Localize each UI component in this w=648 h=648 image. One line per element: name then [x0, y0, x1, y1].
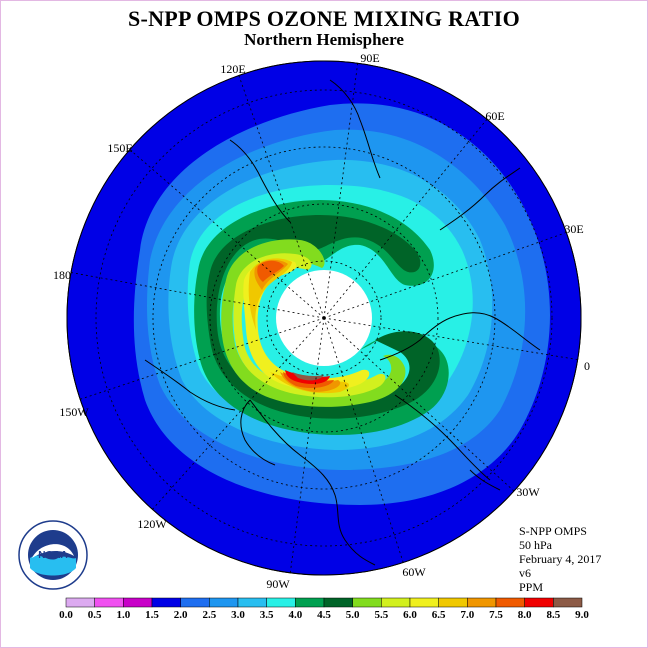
- lon-label-120w: 120W: [137, 517, 167, 531]
- lon-label-150e: 150E: [107, 141, 132, 155]
- colorbar-swatch: [266, 597, 296, 608]
- lon-label-0: 0: [584, 359, 590, 373]
- lon-label-60e: 60E: [485, 109, 504, 123]
- map-border: [66, 60, 582, 576]
- lon-label-30e: 30E: [564, 222, 583, 236]
- colorbar-tick-label: 7.0: [460, 609, 474, 621]
- colorbar-tick-label: 2.5: [202, 609, 216, 621]
- colorbar-tick-label: 1.5: [145, 609, 159, 621]
- contour-8.0: [257, 260, 334, 388]
- lon-label-180: 180: [53, 268, 71, 282]
- colorbar-swatch: [237, 597, 267, 608]
- product-info: S-NPP OMPS 50 hPa February 4, 2017 v6 PP…: [519, 524, 601, 594]
- colorbar-tick-label: 8.5: [546, 609, 560, 621]
- colorbar-swatch: [123, 597, 153, 608]
- coastlines: [144, 79, 541, 566]
- meridians: [67, 61, 581, 575]
- colorbar-tick-label: 6.5: [432, 609, 446, 621]
- colorbar-swatch: [553, 597, 583, 608]
- colorbar-tick-label: 5.5: [374, 609, 388, 621]
- colorbar-tick-label: 6.0: [403, 609, 417, 621]
- lon-label-90w: 90W: [266, 577, 290, 591]
- lon-label-90e: 90E: [360, 51, 379, 65]
- colorbar-tick-label: 4.5: [317, 609, 331, 621]
- info-instrument: S-NPP OMPS: [519, 524, 587, 538]
- contour-6.0: [233, 253, 386, 398]
- colorbar-tick-label: 8.0: [518, 609, 532, 621]
- colorbar-swatch: [180, 597, 210, 608]
- colorbar-tick-label: 7.5: [489, 609, 503, 621]
- colorbar-tick-label: 3.0: [231, 609, 245, 621]
- figure-subtitle: Northern Hemisphere: [244, 30, 404, 49]
- latitude-circles: [95, 89, 553, 547]
- colorbar-swatch: [209, 597, 239, 608]
- colorbar-swatch: [94, 597, 124, 608]
- colorbar-tick-label: 0.5: [88, 609, 102, 621]
- colorbar-swatch: [467, 597, 497, 608]
- info-date: February 4, 2017: [519, 552, 602, 566]
- colorbar-tick-label: 3.5: [260, 609, 274, 621]
- contour-4.5: [194, 200, 449, 436]
- colorbar-tick-label: 9.0: [575, 609, 589, 621]
- info-version: v6: [519, 566, 531, 580]
- contour-5.5: [221, 239, 406, 407]
- contour-5.0: [206, 215, 440, 419]
- colorbar-tick-label: 2.0: [174, 609, 188, 621]
- info-units: PPM: [519, 580, 544, 594]
- colorbar-swatch: [381, 597, 411, 608]
- figure-title: S-NPP OMPS OZONE MIXING RATIO: [127, 6, 521, 31]
- colorbar-swatch: [151, 597, 181, 608]
- colorbar-swatch: [295, 597, 325, 608]
- noaa-logo: NOAA: [18, 520, 88, 590]
- colorbar-swatch: [65, 597, 95, 608]
- colorbar-swatch: [323, 597, 353, 608]
- colorbar-tick-label: 5.0: [346, 609, 360, 621]
- colorbar-swatch: [524, 597, 554, 608]
- colorbar-tick-label: 1.0: [116, 609, 130, 621]
- colorbar-swatch: [409, 597, 439, 608]
- colorbar-tick-label: 4.0: [288, 609, 302, 621]
- noaa-logo-text: NOAA: [38, 550, 67, 561]
- colorbar-swatch: [352, 597, 382, 608]
- lon-label-150w: 150W: [59, 405, 89, 419]
- info-level: 50 hPa: [519, 538, 552, 552]
- lon-label-60w: 60W: [402, 565, 426, 579]
- colorbar-swatch: [438, 597, 468, 608]
- lon-label-30w: 30W: [516, 485, 540, 499]
- colorbar-swatch: [495, 597, 525, 608]
- lon-label-120e: 120E: [220, 62, 245, 76]
- colorbar-tick-label: 0.0: [59, 609, 73, 621]
